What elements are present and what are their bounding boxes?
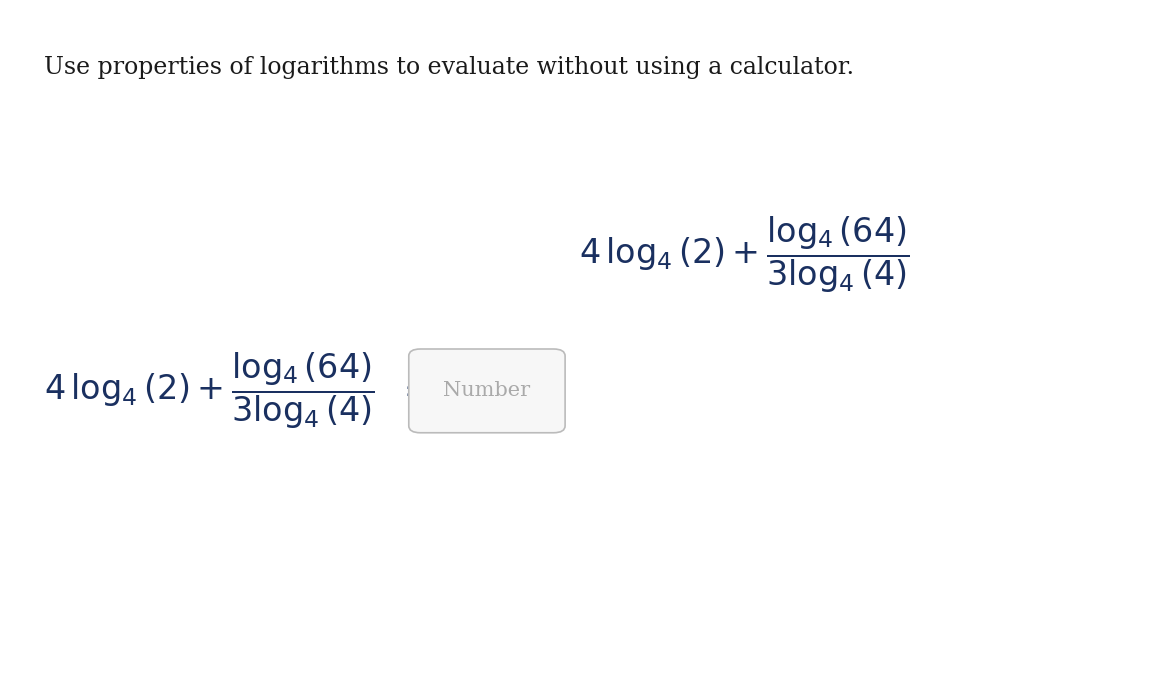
- Text: $4\,\log_4\left(2\right)+\dfrac{\log_4(64)}{3\log_4(4)}$: $4\,\log_4\left(2\right)+\dfrac{\log_4(6…: [579, 214, 909, 295]
- Text: Number: Number: [444, 381, 530, 401]
- FancyBboxPatch shape: [409, 349, 565, 433]
- Text: Use properties of logarithms to evaluate without using a calculator.: Use properties of logarithms to evaluate…: [44, 56, 855, 79]
- Text: $4\,\log_4\left(2\right)+\dfrac{\log_4(64)}{3\log_4(4)}$: $4\,\log_4\left(2\right)+\dfrac{\log_4(6…: [44, 350, 374, 431]
- Text: $=$: $=$: [397, 375, 430, 407]
